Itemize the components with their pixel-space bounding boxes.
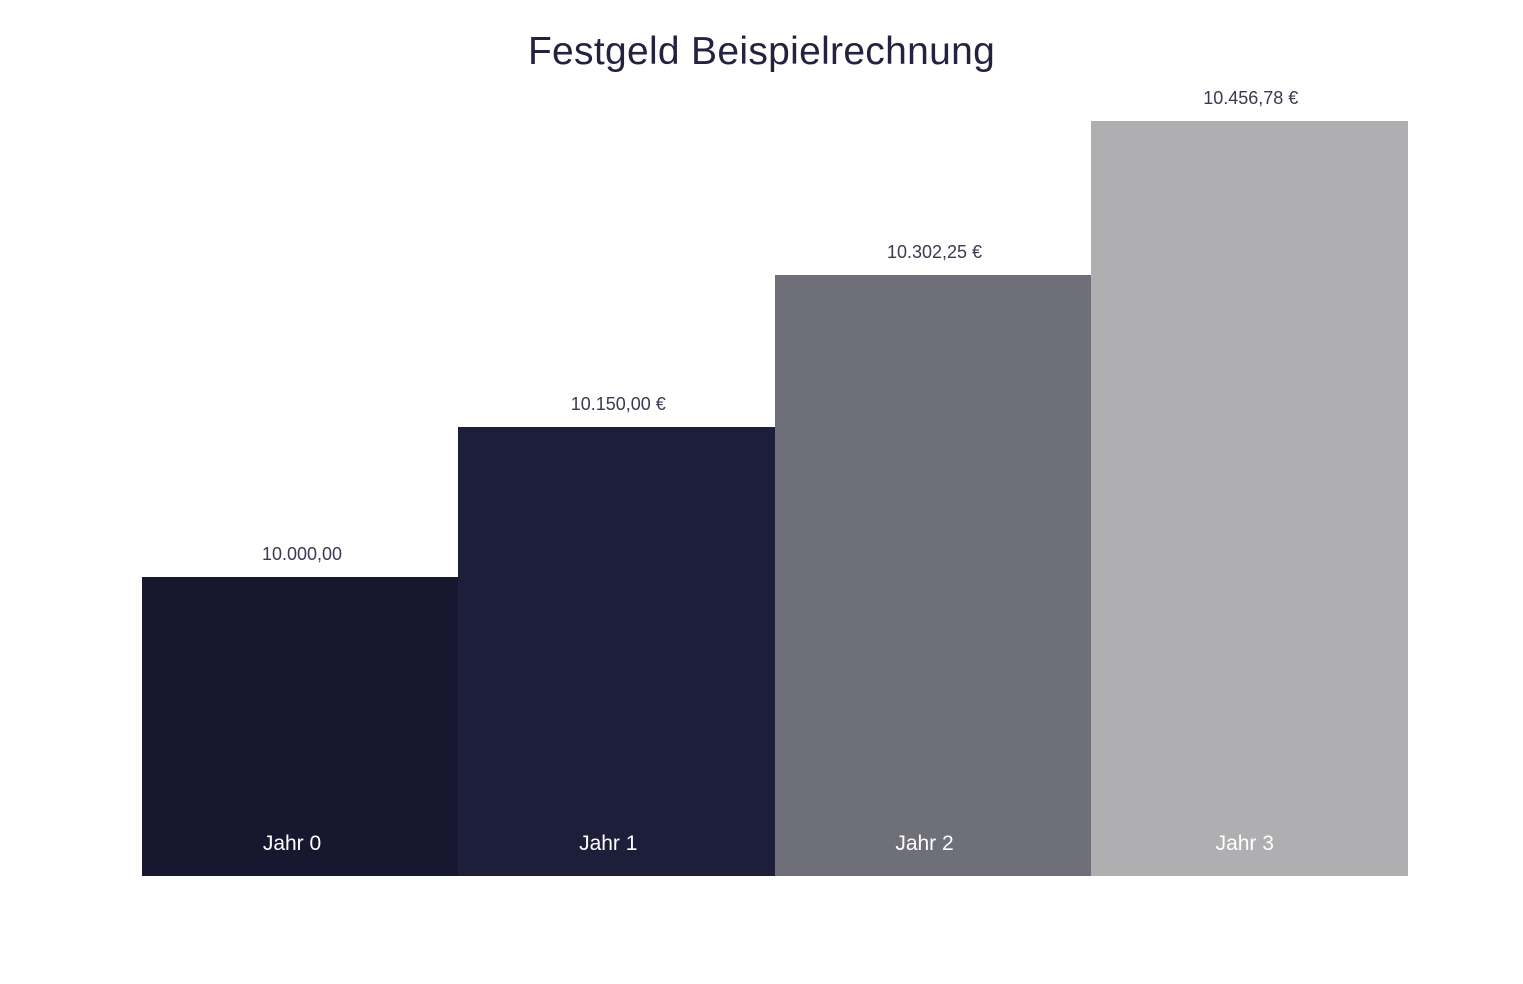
bar-2	[774, 275, 1092, 876]
data-label-3: 10.456,78 €	[1203, 88, 1299, 108]
category-label-0: Jahr 0	[262, 832, 322, 855]
chart-title: Festgeld Beispielrechnung	[527, 30, 996, 73]
category-label-1: Jahr 1	[579, 832, 638, 855]
category-label-3: Jahr 3	[1215, 832, 1274, 855]
bar-3	[1090, 121, 1408, 876]
bar-0	[142, 577, 459, 876]
category-label-2: Jahr 2	[895, 832, 954, 855]
data-label-0: 10.000,00	[261, 544, 343, 565]
bar-1	[458, 427, 775, 876]
data-label-1: 10.150,00 €	[570, 394, 666, 415]
data-label-2: 10.302,25 €	[886, 242, 983, 263]
